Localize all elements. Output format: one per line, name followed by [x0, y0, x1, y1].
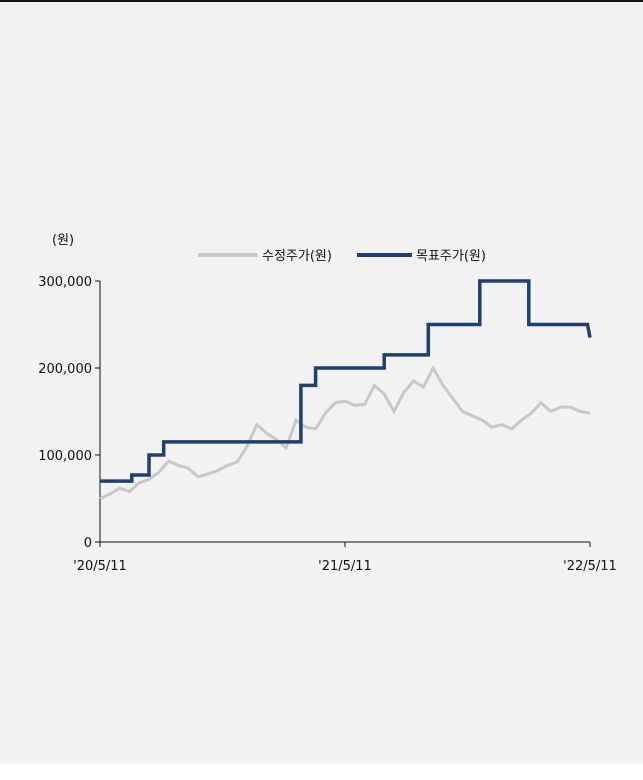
legend-label-target-price: 목표주가(원)	[416, 249, 486, 264]
legend-label-adjusted-price: 수정주가(원)	[262, 249, 332, 264]
y-tick-label: 0	[84, 536, 92, 551]
x-ticks: '20/5/11 '21/5/11 '22/5/11	[73, 542, 617, 574]
x-tick-label: '22/5/11	[563, 559, 617, 574]
y-tick-label: 100,000	[38, 449, 92, 464]
target-price-line	[100, 279, 592, 483]
y-tick-label: 200,000	[38, 362, 92, 377]
y-ticks: 0 100,000 200,000 300,000	[38, 275, 100, 551]
y-unit-label: (원)	[52, 233, 74, 248]
y-tick-label: 300,000	[38, 275, 92, 290]
bottom-strip	[0, 764, 643, 778]
adjusted-price-line	[99, 364, 591, 500]
series-layer	[99, 279, 592, 500]
x-tick-label: '20/5/11	[73, 559, 127, 574]
x-tick-label: '21/5/11	[318, 559, 372, 574]
legend: 수정주가(원) 목표주가(원)	[198, 249, 486, 264]
